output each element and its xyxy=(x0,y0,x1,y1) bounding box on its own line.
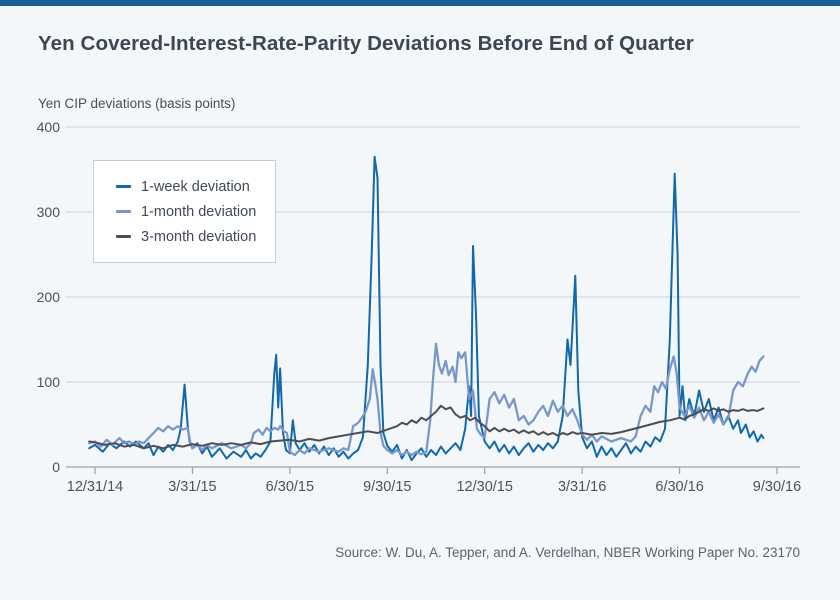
source-attribution: Source: W. Du, A. Tepper, and A. Verdelh… xyxy=(335,545,800,560)
legend-item-1-week: 1-week deviation xyxy=(116,179,275,195)
series-3-month-deviation xyxy=(88,404,765,450)
legend-label: 1-month deviation xyxy=(141,203,257,220)
y-tick-label: 100 xyxy=(36,374,60,390)
x-tick-label: 12/30/15 xyxy=(456,479,513,495)
legend-item-3-month: 3-month deviation xyxy=(116,229,275,245)
series-1-week-deviation xyxy=(88,155,765,462)
legend-item-1-month: 1-month deviation xyxy=(116,204,275,220)
1-month-line-swatch-icon xyxy=(116,210,131,213)
y-tick-label: 0 xyxy=(52,459,60,475)
legend-label: 3-month deviation xyxy=(141,228,257,245)
legend: 1-week deviation 1-month deviation 3-mon… xyxy=(93,160,276,263)
1-week-line-swatch-icon xyxy=(116,185,131,188)
x-tick-label: 6/30/15 xyxy=(265,479,315,495)
x-tick-label: 3/31/16 xyxy=(557,479,607,495)
legend-label: 1-week deviation xyxy=(141,178,250,195)
page-title: Yen Covered-Interest-Rate-Parity Deviati… xyxy=(38,32,694,55)
top-accent-bar xyxy=(0,0,840,6)
y-tick-label: 300 xyxy=(36,204,60,220)
y-tick-label: 200 xyxy=(36,289,60,305)
y-tick-label: 400 xyxy=(36,119,60,135)
x-tick-label: 3/31/15 xyxy=(168,479,217,495)
x-tick-label: 9/30/15 xyxy=(363,479,412,495)
x-tick-label: 9/30/16 xyxy=(752,479,802,495)
y-axis-unit-label: Yen CIP deviations (basis points) xyxy=(38,96,236,111)
3-month-line-swatch-icon xyxy=(116,235,131,238)
x-tick-label: 12/31/14 xyxy=(66,479,124,495)
x-tick-label: 6/30/16 xyxy=(655,479,704,495)
